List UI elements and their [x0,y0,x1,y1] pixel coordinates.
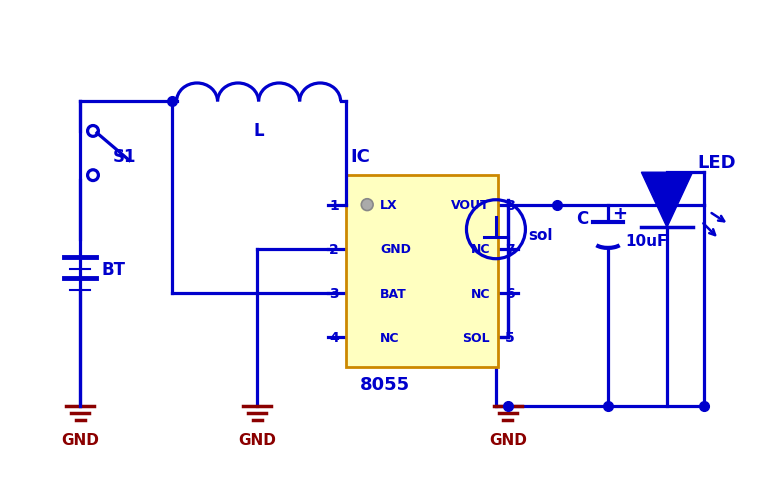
Text: sol: sol [528,227,553,242]
Text: 6: 6 [505,287,515,301]
Text: IC: IC [350,148,370,166]
Text: SOL: SOL [463,331,490,344]
Text: 4: 4 [329,331,338,345]
Text: 10uF: 10uF [626,234,668,248]
Text: LX: LX [380,199,397,212]
Text: 8055: 8055 [360,375,410,393]
Text: C: C [576,210,588,228]
Text: VOUT: VOUT [451,199,490,212]
Text: GND: GND [238,432,276,447]
Text: 5: 5 [505,331,515,345]
Text: BAT: BAT [380,287,407,300]
Polygon shape [641,173,693,228]
Text: NC: NC [380,331,400,344]
Text: 7: 7 [505,242,515,257]
Text: S1: S1 [113,147,136,165]
Text: NC: NC [471,243,490,256]
Text: +: + [612,204,627,222]
Text: 1: 1 [329,198,338,212]
Text: 8: 8 [505,198,515,212]
Text: L: L [254,122,264,140]
Text: NC: NC [471,287,490,300]
Text: LED: LED [697,154,736,172]
Text: 3: 3 [329,287,338,301]
Text: 2: 2 [329,242,338,257]
Bar [346,176,498,367]
Circle shape [361,199,373,211]
Text: GND: GND [380,243,411,256]
Text: BT: BT [102,260,126,278]
Text: GND: GND [61,432,99,447]
Text: GND: GND [489,432,527,447]
